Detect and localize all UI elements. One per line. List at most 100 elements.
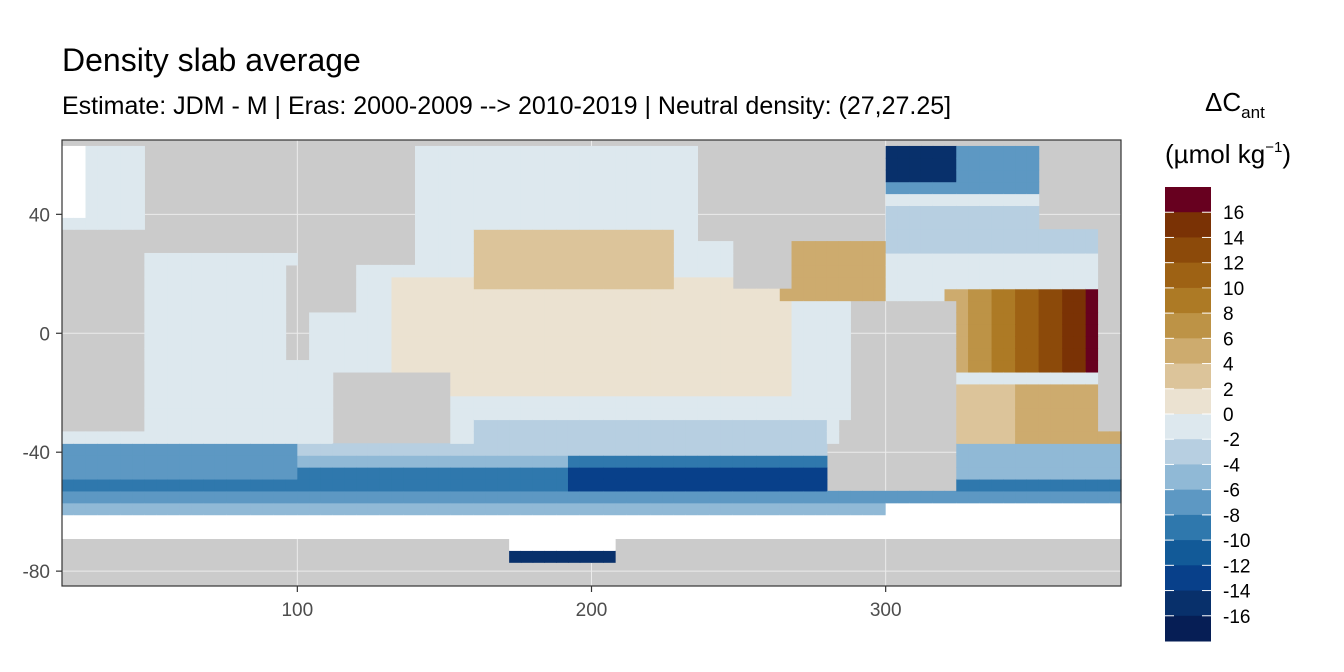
- ocean-cell: [567, 383, 581, 397]
- ocean-cell: [1026, 157, 1040, 171]
- ocean-cell: [438, 276, 451, 290]
- ocean-cell: [991, 300, 1004, 314]
- ocean-cell: [144, 407, 157, 421]
- ocean-cell: [226, 383, 240, 397]
- ocean-cell: [803, 502, 816, 516]
- ocean-cell: [920, 264, 934, 278]
- ocean-cell: [544, 502, 557, 516]
- ocean-cell: [262, 431, 275, 444]
- ocean-cell: [603, 300, 616, 314]
- ocean-cell: [603, 431, 616, 444]
- ocean-cell: [944, 252, 957, 266]
- missing-cell: [991, 502, 1004, 516]
- legend-swatch: [1165, 615, 1211, 642]
- ocean-cell: [779, 443, 793, 456]
- ocean-cell: [579, 371, 593, 385]
- ocean-cell: [768, 467, 781, 480]
- ocean-cell: [1109, 467, 1122, 480]
- ocean-cell: [615, 360, 628, 373]
- ocean-cell: [1085, 455, 1099, 468]
- ocean-cell: [720, 324, 734, 337]
- ocean-cell: [603, 336, 616, 349]
- missing-cell: [156, 514, 169, 528]
- ocean-cell: [1026, 395, 1040, 409]
- ocean-cell: [391, 264, 404, 278]
- ocean-cell: [638, 431, 651, 444]
- ocean-cell: [732, 490, 746, 504]
- ocean-cell: [897, 169, 910, 183]
- ocean-cell: [591, 395, 604, 409]
- ocean-cell: [673, 478, 687, 492]
- ocean-cell: [1062, 288, 1075, 302]
- legend-title: ΔCant: [1205, 87, 1265, 122]
- ocean-cell: [438, 145, 451, 159]
- ocean-cell: [497, 467, 510, 480]
- missing-cell: [85, 514, 98, 528]
- ocean-cell: [132, 205, 145, 218]
- ocean-cell: [1015, 478, 1028, 492]
- ocean-cell: [556, 181, 569, 195]
- ocean-cell: [1026, 336, 1040, 349]
- ocean-cell: [426, 181, 440, 195]
- ocean-cell: [473, 169, 487, 183]
- ocean-cell: [285, 360, 298, 373]
- ocean-cell: [697, 348, 710, 361]
- ocean-cell: [191, 502, 204, 516]
- missing-cell: [1062, 502, 1075, 516]
- ocean-cell: [462, 419, 475, 432]
- ocean-cell: [1062, 324, 1075, 337]
- ocean-cell: [826, 419, 840, 432]
- ocean-cell: [744, 360, 757, 373]
- ocean-cell: [979, 419, 993, 432]
- ocean-cell: [979, 383, 993, 397]
- missing-cell: [462, 526, 475, 540]
- ocean-cell: [662, 252, 675, 266]
- ocean-cell: [120, 169, 134, 183]
- ocean-cell: [226, 371, 240, 385]
- ocean-cell: [1073, 241, 1087, 254]
- ocean-cell: [73, 443, 87, 456]
- ocean-cell: [356, 443, 369, 456]
- ocean-cell: [403, 300, 416, 314]
- ocean-cell: [532, 193, 546, 207]
- ocean-cell: [979, 348, 993, 361]
- ocean-cell: [979, 324, 993, 337]
- ocean-cell: [191, 252, 204, 266]
- ocean-cell: [909, 264, 922, 278]
- ocean-cell: [238, 371, 251, 385]
- ocean-cell: [297, 383, 310, 397]
- missing-cell: [297, 514, 310, 528]
- legend-swatch: [1165, 338, 1211, 365]
- legend-label: 6: [1223, 329, 1234, 350]
- ocean-cell: [673, 336, 687, 349]
- ocean-cell: [791, 383, 804, 397]
- missing-cell: [650, 526, 663, 540]
- ocean-cell: [520, 407, 534, 421]
- ocean-cell: [897, 288, 910, 302]
- ocean-cell: [603, 169, 616, 183]
- ocean-cell: [920, 145, 934, 159]
- ocean-cell: [838, 312, 851, 325]
- ocean-cell: [120, 455, 134, 468]
- ocean-cell: [520, 348, 534, 361]
- ocean-cell: [144, 395, 157, 409]
- ocean-cell: [838, 407, 851, 421]
- missing-cell: [603, 538, 616, 551]
- ocean-cell: [768, 502, 781, 516]
- ocean-cell: [638, 455, 651, 468]
- ocean-cell: [1026, 241, 1040, 254]
- ocean-cell: [1026, 383, 1040, 397]
- ocean-cell: [673, 371, 687, 385]
- ocean-cell: [509, 157, 522, 171]
- ocean-cell: [956, 395, 969, 409]
- ocean-cell: [520, 443, 534, 456]
- ocean-cell: [979, 455, 993, 468]
- ocean-cell: [544, 241, 557, 254]
- ocean-cell: [579, 478, 593, 492]
- ocean-cell: [850, 502, 863, 516]
- ocean-cell: [1015, 383, 1028, 397]
- ocean-cell: [838, 324, 851, 337]
- ocean-cell: [520, 312, 534, 325]
- missing-cell: [956, 526, 969, 540]
- ocean-cell: [979, 181, 993, 195]
